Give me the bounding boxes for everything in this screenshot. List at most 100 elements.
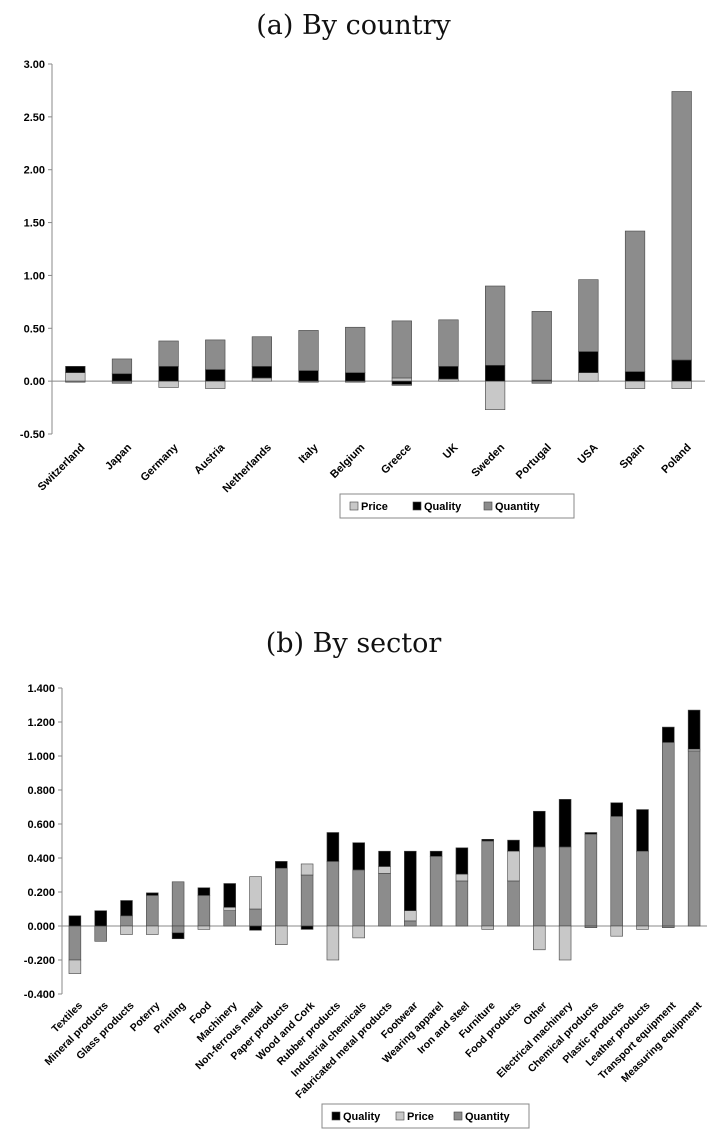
bar-quality-machinery	[223, 883, 236, 908]
bar-quantity-netherlands	[251, 336, 272, 367]
legend-swatch-price	[395, 1111, 405, 1121]
bar-price-machinery	[223, 906, 236, 911]
bar-quantity-neg-mineral-products	[94, 925, 107, 942]
bar-quantity-fabricated-metal-products	[378, 872, 391, 927]
bar-quality-chemical-products	[584, 832, 598, 835]
legend-swatch-quality	[412, 501, 422, 511]
chart-a-title: (a) By country	[256, 10, 451, 41]
y-tick-label: 1.50	[24, 218, 45, 230]
y-tick-label: 0.50	[24, 323, 45, 335]
bar-quality-leather-products	[636, 809, 649, 852]
bar-quantity-neg-italy	[298, 380, 319, 383]
y-tick-label: 0.600	[27, 819, 55, 831]
bar-quantity-poland	[671, 91, 692, 361]
bar-quality-textiles	[68, 915, 82, 927]
bar-quality-rubber-products	[326, 832, 340, 862]
bar-quantity-other	[533, 846, 546, 927]
bar-price-neg-furniture	[481, 925, 494, 930]
bar-quantity-footwear	[404, 920, 417, 927]
y-tick-label: -0.200	[24, 955, 55, 967]
legend: Quality Price Quantity	[321, 1103, 530, 1129]
legend-label-quality: Quality	[424, 501, 462, 513]
bar-quality-industrial-chemicals	[352, 842, 365, 871]
bar-price-wood-and-cork	[300, 863, 314, 876]
bar-quantity-poterry	[146, 895, 159, 927]
bar-quality-switzerland	[65, 366, 86, 373]
bar-quality-fabricated-metal-products	[378, 850, 391, 867]
bar-quantity-paper-products	[275, 867, 288, 927]
bar-quantity-measuring-equipment	[687, 750, 701, 927]
bar-price-neg-paper-products	[275, 925, 288, 946]
bar-price-neg-electrical-machinery	[558, 925, 572, 961]
bar-quantity-food-products	[507, 880, 520, 927]
bar-quantity-iron-and-steel	[455, 880, 469, 927]
y-tick-label: -0.50	[20, 429, 45, 441]
bar-quantity-non-ferrous-metal	[249, 908, 262, 927]
y-tick-label: 2.00	[24, 165, 45, 177]
bar-quality-plastic-products	[610, 802, 623, 817]
legend-swatch-quantity	[453, 1111, 463, 1121]
legend-swatch-price	[349, 501, 359, 511]
y-tick-label: 2.50	[24, 112, 45, 124]
bar-quantity-portugal	[531, 311, 552, 381]
y-tick-label: 0.000	[27, 921, 55, 933]
legend-label-quality: Quality	[343, 1111, 381, 1123]
bar-quantity-transport-equipment	[662, 742, 675, 927]
y-tick-label: 1.200	[27, 717, 55, 729]
bar-quality-electrical-machinery	[558, 799, 572, 848]
bar-quality-wearing-apparel	[429, 850, 443, 857]
y-tick-label: -0.400	[24, 989, 55, 1001]
bar-quantity-glass-products	[120, 915, 133, 927]
bar-quantity-wearing-apparel	[429, 855, 443, 927]
bar-price-food-products	[507, 850, 520, 882]
bar-quantity-uk	[438, 319, 459, 367]
bar-price-non-ferrous-metal	[249, 876, 262, 910]
bar-quality-iron-and-steel	[455, 847, 469, 875]
bar-quantity-italy	[298, 330, 319, 371]
bar-quantity-neg-transport-equipment	[662, 925, 675, 929]
bar-quantity-food	[197, 895, 211, 927]
legend-label-quantity: Quantity	[495, 501, 540, 513]
country-chart: -0.500.000.501.001.502.002.503.00Switzer…	[20, 59, 705, 519]
chart-b-title: (b) By sector	[265, 628, 442, 659]
y-tick-label: 1.400	[27, 683, 55, 695]
bar-quantity-neg-portugal	[531, 380, 552, 384]
bar-quantity-furniture	[481, 840, 494, 927]
bar-quantity-spain	[624, 230, 646, 372]
bar-quantity-leather-products	[636, 850, 649, 927]
bar-quality-neg-printing	[171, 932, 185, 940]
bar-quantity-usa	[578, 279, 599, 352]
bar-price-neg-food	[197, 925, 211, 930]
bar-price-iron-and-steel	[455, 873, 469, 882]
bar-quantity-industrial-chemicals	[352, 869, 365, 927]
legend-swatch-quantity	[483, 501, 493, 511]
bar-quality-poterry	[146, 892, 159, 896]
bar-quantity-machinery	[223, 910, 236, 927]
legend: Price Quality Quantity	[339, 493, 575, 519]
legend-swatch-quality	[331, 1111, 341, 1121]
bar-quality-other	[533, 810, 546, 848]
legend-label-price: Price	[361, 501, 388, 513]
y-tick-label: 0.200	[27, 887, 55, 899]
bar-quality-measuring-equipment	[687, 709, 701, 750]
bar-quantity-germany	[158, 340, 179, 367]
y-tick-label: 0.800	[27, 785, 55, 797]
bar-quantity-chemical-products	[584, 833, 598, 927]
bar-price-neg-textiles	[68, 959, 82, 974]
bar-quality-mineral-products	[94, 910, 107, 927]
bar-price-footwear	[404, 910, 417, 922]
bar-quantity-printing	[171, 881, 185, 927]
bar-price-neg-glass-products	[120, 925, 133, 935]
bar-quality-footwear	[404, 850, 417, 912]
bar-quality-neg-non-ferrous-metal	[249, 925, 262, 931]
bar-quantity-neg-belgium	[345, 380, 366, 383]
bar-quality-transport-equipment	[662, 726, 675, 743]
bar-quantity-plastic-products	[610, 816, 623, 927]
bar-price-neg-industrial-chemicals	[352, 925, 365, 939]
bar-quantity-japan	[111, 358, 133, 375]
bar-price-neg-leather-products	[636, 925, 649, 930]
y-tick-label: 1.000	[27, 751, 55, 763]
bar-quality-furniture	[481, 838, 494, 842]
bar-price-neg-rubber-products	[326, 925, 340, 961]
